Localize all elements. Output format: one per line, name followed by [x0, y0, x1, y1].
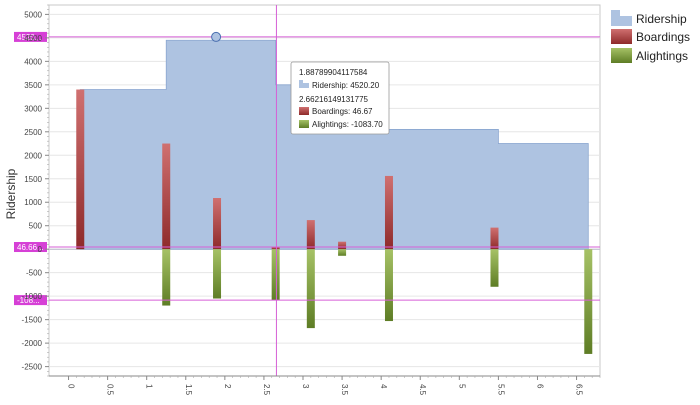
- tooltip-ridership-swatch-icon: [299, 80, 309, 88]
- x-tick-label: 6: [535, 384, 544, 389]
- legend: Ridership Boardings Alightings: [611, 10, 690, 63]
- x-tick-label: 3: [301, 384, 310, 389]
- tooltip-boardings-swatch-icon: [299, 107, 309, 115]
- x-tick-label: 0.5: [106, 384, 115, 396]
- legend-boardings-swatch-icon: [611, 29, 632, 44]
- x-tick-label: 5.5: [496, 384, 505, 396]
- tooltip-alightings-label: Alightings: -1083.70: [312, 120, 383, 129]
- y-tick-label: -500: [26, 269, 43, 278]
- y-tick-label: 1500: [24, 175, 42, 184]
- alightings-bar[interactable]: [213, 249, 222, 299]
- y-tick-label: 4500: [24, 34, 42, 43]
- y-tick-label: -2000: [22, 339, 43, 348]
- legend-ridership-label: Ridership: [636, 12, 687, 26]
- boardings-bar[interactable]: [271, 246, 280, 250]
- crosshair-label-alightings: -108...: [17, 296, 40, 305]
- x-tick-label: 3.5: [340, 384, 349, 396]
- crosshair: 4520... 46.66... -108...: [14, 5, 600, 376]
- x-tick-label: 2.5: [262, 384, 271, 396]
- x-tick-label: 0: [67, 384, 76, 389]
- boardings-bar[interactable]: [490, 227, 499, 250]
- boardings-bar[interactable]: [76, 89, 85, 250]
- legend-item-ridership[interactable]: Ridership: [611, 10, 687, 26]
- legend-alightings-swatch-icon: [611, 48, 632, 63]
- y-tick-label: 2000: [24, 151, 42, 160]
- y-tick-label: 3000: [24, 104, 42, 113]
- crosshair-label-ridership: 4520...: [17, 33, 41, 42]
- x-tick-label: 4.5: [418, 384, 427, 396]
- alightings-bar[interactable]: [271, 249, 280, 301]
- y-tick-label: 3500: [24, 81, 42, 90]
- y-tick-label: -1000: [22, 292, 43, 301]
- crosshair-label-boardings: 46.66...: [17, 243, 44, 252]
- x-tick-label: 1.5: [184, 384, 193, 396]
- y-tick-label: 1000: [24, 198, 42, 207]
- alightings-bar[interactable]: [584, 249, 593, 354]
- crosshair-label-bg-boardings: [14, 242, 47, 253]
- legend-item-alightings[interactable]: Alightings: [611, 48, 688, 63]
- tooltip-x-bars: 2.66216149131775: [299, 95, 369, 104]
- boardings-bar[interactable]: [213, 198, 222, 250]
- tooltip-boardings-label: Boardings: 46.67: [312, 107, 373, 116]
- y-axis-title: Ridership: [4, 168, 18, 219]
- legend-item-boardings[interactable]: Boardings: [611, 29, 690, 44]
- y-tick-label: -1500: [22, 316, 43, 325]
- alightings-bar[interactable]: [338, 249, 347, 256]
- y-tick-label: 2500: [24, 128, 42, 137]
- legend-ridership-swatch-icon: [611, 10, 632, 26]
- x-tick-label: 6.5: [575, 384, 584, 396]
- alightings-bar[interactable]: [306, 249, 315, 329]
- y-axis-ticks: 5000450040003500300025002000150010005000…: [22, 4, 49, 377]
- x-tick-label: 5: [457, 384, 466, 389]
- legend-alightings-label: Alightings: [636, 49, 688, 63]
- legend-boardings-label: Boardings: [636, 30, 690, 44]
- y-tick-label: 5000: [24, 10, 42, 19]
- y-tick-label: 500: [29, 222, 43, 231]
- tooltip: 1.88789904117584 Ridership: 4520.20 2.66…: [290, 61, 390, 135]
- crosshair-label-bg-ridership: [14, 31, 47, 42]
- tooltip-alightings-swatch-icon: [299, 120, 309, 128]
- y-tick-label: 4000: [24, 57, 42, 66]
- y-tick-label: 0: [38, 245, 43, 254]
- x-tick-label: 1: [145, 384, 154, 389]
- tooltip-ridership-label: Ridership: 4520.20: [312, 81, 380, 90]
- boardings-bar[interactable]: [384, 175, 393, 250]
- x-tick-label: 2: [223, 384, 232, 389]
- tooltip-x-ridership: 1.88789904117584: [299, 68, 368, 77]
- x-tick-label: 4: [379, 384, 388, 389]
- boardings-bar[interactable]: [338, 241, 347, 250]
- bars-group: [76, 89, 593, 354]
- y-tick-label: -2500: [22, 363, 43, 372]
- x-axis-ticks: 0 0.5 1 1.5 2 2.5 3 3.5 4 4.5 5 5.5 6 6.5: [49, 375, 601, 396]
- alightings-bar[interactable]: [162, 249, 171, 306]
- boardings-bar[interactable]: [306, 220, 315, 250]
- boardings-bar[interactable]: [162, 143, 171, 250]
- alightings-bar[interactable]: [490, 249, 499, 287]
- crosshair-label-bg-alightings: [14, 295, 47, 306]
- hover-marker[interactable]: [211, 31, 222, 42]
- alightings-bar[interactable]: [384, 249, 393, 322]
